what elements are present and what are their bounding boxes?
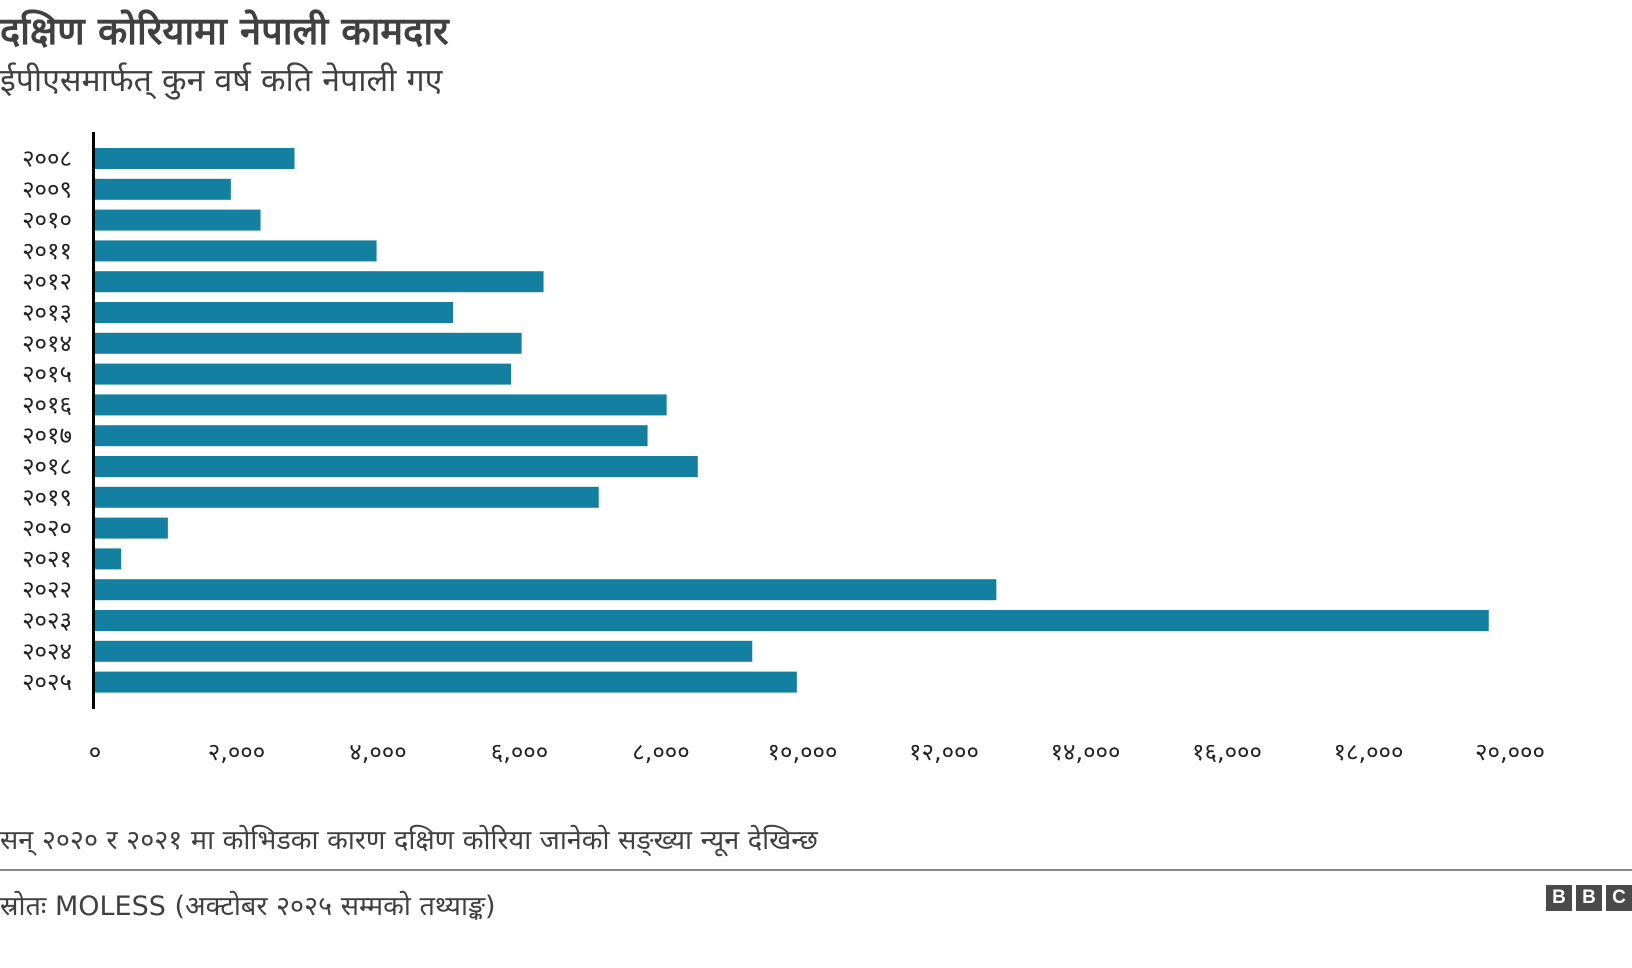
bar [95, 640, 753, 662]
y-tick-label: २०१८ [22, 453, 72, 481]
x-tick-label: १४,००० [1050, 738, 1120, 766]
bar [95, 425, 648, 447]
y-tick-label: २०२१ [22, 545, 72, 573]
y-tick-label: २०१२ [22, 268, 72, 296]
chart-note: सन् २०२० र २०२१ मा कोभिडका कारण दक्षिण क… [0, 825, 818, 856]
divider [0, 869, 1632, 871]
bar [95, 394, 667, 416]
y-tick-label: २०१० [22, 206, 72, 234]
bar [95, 148, 295, 169]
y-tick-label: २०२५ [22, 668, 72, 696]
bar [95, 302, 453, 323]
bar [95, 579, 997, 601]
y-tick-label: २००८ [22, 145, 72, 173]
y-tick-label: २०२२ [22, 576, 72, 604]
x-tick-label: १६,००० [1192, 738, 1262, 766]
bar [95, 332, 522, 354]
x-tick-label: १२,००० [909, 738, 979, 766]
y-tick-label: २०१४ [22, 329, 72, 357]
y-tick-label: २०१९ [22, 483, 72, 511]
chart-title: दक्षिण कोरियामा नेपाली कामदार [0, 9, 449, 53]
y-tick-label: २०१५ [22, 360, 72, 388]
bar [95, 517, 168, 539]
y-tick-label: २०१६ [22, 391, 72, 419]
bar [95, 610, 1489, 631]
logo-letter: B [1576, 885, 1602, 911]
bar [95, 178, 231, 200]
y-tick-label: २००९ [22, 175, 72, 203]
x-tick-label: २०,००० [1475, 738, 1545, 766]
x-tick-label: ४,००० [349, 738, 407, 766]
bar [95, 271, 544, 293]
y-tick-label: २०११ [22, 237, 72, 265]
x-tick-label: १८,००० [1333, 738, 1403, 766]
x-tick-label: २,००० [208, 738, 266, 766]
x-tick-label: ६,००० [491, 738, 549, 766]
chart-subtitle: ईपीएसमार्फत् कुन वर्ष कति नेपाली गए [0, 61, 443, 99]
x-tick-label: ८,००० [632, 738, 690, 766]
y-tick-label: २०२० [22, 514, 72, 542]
bbc-logo: B B C [1546, 885, 1632, 911]
x-tick-label: १०,००० [767, 738, 837, 766]
bar [95, 671, 797, 693]
logo-letter: B [1546, 885, 1572, 911]
bar [95, 363, 512, 385]
y-tick-label: २०१३ [22, 299, 72, 327]
source-text: स्रोतः MOLESS (अक्टोबर २०२५ सम्मको तथ्या… [0, 891, 496, 922]
y-tick-label: २०२३ [22, 607, 72, 635]
bar [95, 209, 261, 231]
y-tick-label: २०१७ [22, 422, 72, 450]
bar [95, 486, 599, 508]
bar [95, 456, 698, 477]
bar [95, 240, 377, 262]
y-tick-label: २०२४ [22, 637, 72, 665]
x-tick-label: ० [89, 738, 101, 766]
logo-letter: C [1606, 885, 1632, 911]
bar [95, 548, 122, 570]
